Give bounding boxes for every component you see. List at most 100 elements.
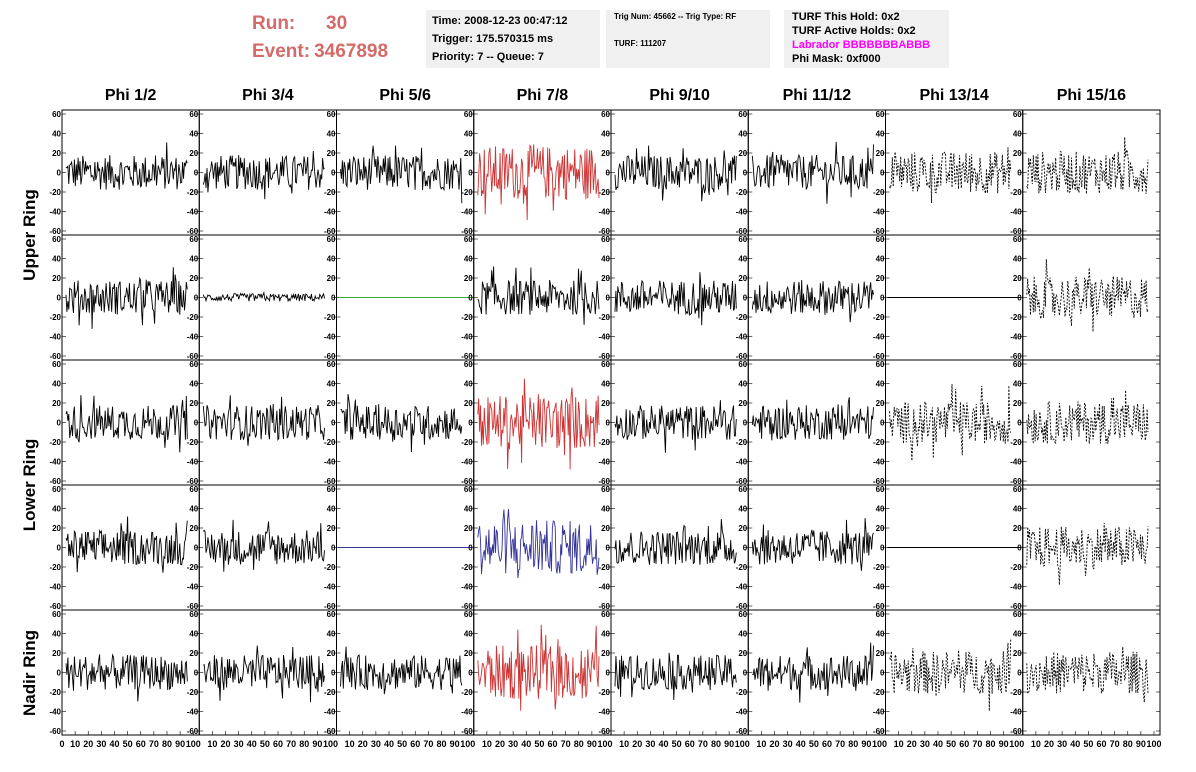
y-tick-label: -40 xyxy=(49,583,61,592)
y-tick-label: 0 xyxy=(1017,544,1022,553)
y-tick-label: -20 xyxy=(461,188,473,197)
trig-text: Trig Num: 45662 -- Trig Type: RF xyxy=(614,12,737,21)
y-tick-label: 0 xyxy=(743,669,748,678)
y-tick-label: 20 xyxy=(52,649,61,658)
y-tick-label: -20 xyxy=(187,188,199,197)
y-tick-label: 40 xyxy=(876,505,885,514)
waveform-trace xyxy=(65,267,188,329)
y-tick-label: 0 xyxy=(194,544,199,553)
y-tick-label: -20 xyxy=(187,563,199,572)
column-header: Phi 1/2 xyxy=(104,87,157,104)
y-tick-label: -60 xyxy=(1010,477,1022,486)
y-tick-label: 40 xyxy=(1013,505,1022,514)
y-tick-label: -40 xyxy=(324,458,336,467)
waveform-trace xyxy=(889,384,1012,461)
y-tick-label: 20 xyxy=(738,149,747,158)
x-tick-label: 10 xyxy=(70,739,80,749)
waveform-trace xyxy=(65,516,188,573)
time-text: Time: 2008-12-23 00:47:12 xyxy=(432,15,568,27)
y-tick-label: -40 xyxy=(1010,333,1022,342)
phi-mask: Phi Mask: 0xf000 xyxy=(792,53,881,65)
y-tick-label: -60 xyxy=(736,352,748,361)
y-tick-label: -40 xyxy=(461,583,473,592)
x-tick-label: 40 xyxy=(247,739,257,749)
waveform-trace xyxy=(614,652,737,701)
x-tick-label: 10 xyxy=(619,739,629,749)
y-tick-label: -20 xyxy=(324,688,336,697)
y-tick-label: -40 xyxy=(187,708,199,717)
turf-active-holds: TURF Active Holds: 0x2 xyxy=(792,25,916,37)
y-tick-label: 0 xyxy=(880,169,885,178)
y-tick-label: -20 xyxy=(873,688,885,697)
y-tick-label: -60 xyxy=(736,227,748,236)
x-tick-label: 30 xyxy=(783,739,793,749)
waveform-trace xyxy=(751,397,874,441)
y-tick-label: 40 xyxy=(876,255,885,264)
x-tick-label: 80 xyxy=(436,739,446,749)
waveform-trace xyxy=(477,143,600,221)
waveform-trace xyxy=(1026,259,1149,332)
y-tick-label: 40 xyxy=(601,505,610,514)
y-tick-label: -60 xyxy=(324,477,336,486)
y-tick-label: -40 xyxy=(736,208,748,217)
x-tick-label: 70 xyxy=(1110,739,1120,749)
y-tick-label: -40 xyxy=(598,583,610,592)
y-tick-label: 40 xyxy=(52,255,61,264)
y-tick-label: -60 xyxy=(873,602,885,611)
y-tick-label: -20 xyxy=(49,563,61,572)
y-tick-label: 20 xyxy=(327,274,336,283)
y-tick-label: 0 xyxy=(606,294,611,303)
y-tick-label: 0 xyxy=(743,169,748,178)
waveform-trace xyxy=(202,395,325,446)
y-tick-label: -20 xyxy=(1010,188,1022,197)
y-tick-label: 40 xyxy=(738,380,747,389)
y-tick-label: -60 xyxy=(873,352,885,361)
y-tick-label: -60 xyxy=(873,477,885,486)
y-tick-label: -20 xyxy=(736,188,748,197)
y-tick-label: -20 xyxy=(49,438,61,447)
y-tick-label: -20 xyxy=(873,313,885,322)
y-tick-label: -40 xyxy=(461,208,473,217)
y-tick-label: 20 xyxy=(601,399,610,408)
y-tick-label: 0 xyxy=(468,169,473,178)
y-tick-label: -20 xyxy=(598,313,610,322)
y-tick-label: -20 xyxy=(736,688,748,697)
x-tick-label: 50 xyxy=(672,739,682,749)
x-tick-label: 60 xyxy=(822,739,832,749)
y-tick-label: 0 xyxy=(194,294,199,303)
y-tick-label: 60 xyxy=(464,610,473,619)
y-tick-label: -40 xyxy=(1010,458,1022,467)
x-tick-label: 40 xyxy=(521,739,531,749)
y-tick-label: 40 xyxy=(189,630,198,639)
panel-frame xyxy=(747,234,886,361)
y-tick-label: -60 xyxy=(187,602,199,611)
y-tick-label: -60 xyxy=(49,477,61,486)
x-tick-label: 90 xyxy=(587,739,597,749)
y-tick-label: 40 xyxy=(738,630,747,639)
y-tick-label: 20 xyxy=(601,524,610,533)
y-tick-label: 60 xyxy=(327,110,336,119)
waveform-trace xyxy=(340,145,463,204)
y-tick-label: 40 xyxy=(52,630,61,639)
waveform-trace xyxy=(203,645,325,703)
y-tick-label: -60 xyxy=(873,227,885,236)
panel-frame xyxy=(198,609,337,736)
waveform-trace xyxy=(477,378,600,470)
y-tick-label: -40 xyxy=(1010,708,1022,717)
y-tick-label: 20 xyxy=(738,524,747,533)
waveform-trace xyxy=(614,272,737,326)
y-tick-label: -60 xyxy=(598,727,610,736)
y-tick-label: 0 xyxy=(606,669,611,678)
y-tick-label: -60 xyxy=(873,727,885,736)
x-tick-label: 10 xyxy=(345,739,355,749)
labrador-status: Labrador BBBBBBBABBB xyxy=(792,39,931,51)
y-tick-label: 0 xyxy=(468,294,473,303)
x-tick-label: 100 xyxy=(460,739,475,749)
y-tick-label: -60 xyxy=(49,727,61,736)
y-tick-label: -20 xyxy=(1010,688,1022,697)
y-tick-label: -60 xyxy=(187,727,199,736)
y-tick-label: 60 xyxy=(876,485,885,494)
y-tick-label: 0 xyxy=(743,544,748,553)
x-tick-label: 20 xyxy=(1044,739,1054,749)
x-tick-label: 20 xyxy=(907,739,917,749)
